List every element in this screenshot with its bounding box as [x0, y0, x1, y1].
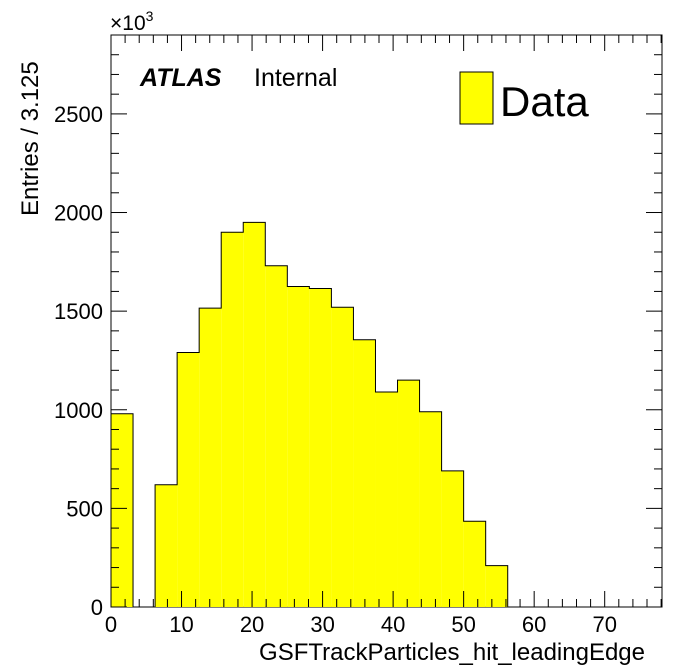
x-tick-label: 70: [592, 612, 616, 637]
x-tick-label: 10: [169, 612, 193, 637]
internal-label: Internal: [254, 64, 337, 92]
histogram-bar: [419, 411, 442, 607]
histogram-bar: [353, 339, 376, 607]
x-tick-label: 30: [310, 612, 334, 637]
y-tick-label: 500: [66, 496, 103, 521]
histogram-bar: [155, 484, 178, 607]
y-tick-label: 2000: [54, 201, 103, 226]
x-tick-label: 50: [451, 612, 475, 637]
x-tick-label: 40: [381, 612, 405, 637]
legend: Data: [459, 71, 589, 125]
y-axis-ticks: [111, 34, 662, 608]
histogram-bar: [463, 521, 486, 607]
y-tick-label: 1500: [54, 299, 103, 324]
x-axis-label: GSFTrackParticles_hit_leadingEdge: [259, 639, 645, 666]
histogram-bar: [243, 222, 266, 607]
y-tick-label: 2500: [54, 102, 103, 127]
histogram-bar: [485, 565, 508, 607]
histogram-bar: [287, 286, 310, 607]
histogram-bars: [110, 221, 662, 608]
histogram-bar: [331, 307, 354, 607]
histogram-bar: [221, 232, 244, 607]
legend-swatch: [459, 71, 494, 125]
x-tick-label: 20: [240, 612, 264, 637]
histogram-outline: [110, 221, 662, 608]
histogram-bar: [441, 470, 464, 607]
y-axis-tick-labels: 0 500 1000 1500 2000 2500: [54, 102, 103, 620]
atlas-label: ATLAS: [139, 64, 222, 92]
y-tick-label: 0: [91, 595, 103, 620]
x-axis-ticks: [110, 35, 662, 607]
y-axis-label: Entries / 3.125: [17, 61, 44, 216]
x-tick-label: 0: [105, 612, 117, 637]
histogram-bar: [199, 308, 222, 607]
legend-label: Data: [500, 78, 589, 125]
y-tick-label: 1000: [54, 398, 103, 423]
histogram-bar: [397, 380, 420, 607]
x-axis-tick-labels: 0 10 20 30 40 50 60 70: [105, 612, 617, 637]
histogram-bar: [177, 352, 200, 607]
histogram-bar: [265, 265, 288, 607]
y-axis-multiplier: ×103: [110, 8, 154, 35]
histogram-bar: [309, 288, 332, 607]
histogram-bar: [111, 413, 134, 607]
histogram-bar: [375, 392, 398, 607]
x-tick-label: 60: [522, 612, 546, 637]
